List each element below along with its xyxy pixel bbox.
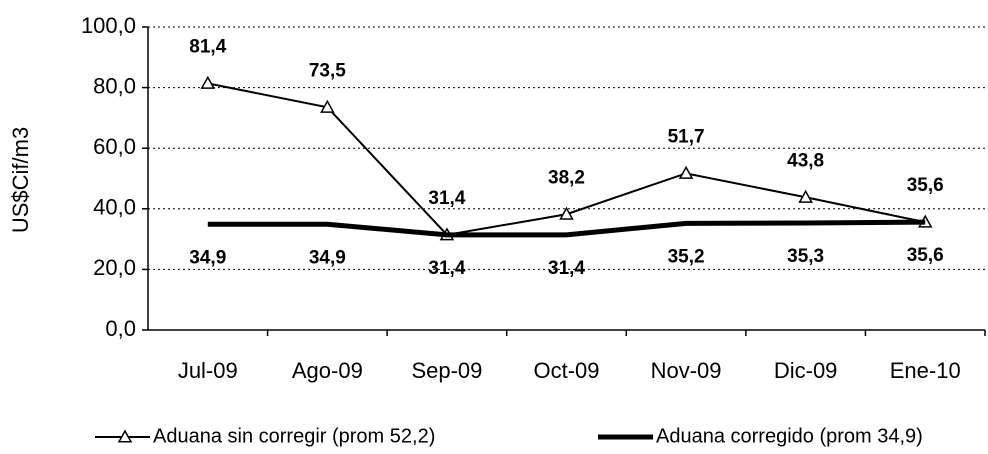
legend-marker	[117, 429, 133, 443]
point-marker	[798, 189, 813, 203]
point-marker	[320, 99, 335, 113]
x-tick-label: Nov-09	[651, 358, 722, 383]
data-label: 43,8	[787, 150, 824, 171]
x-tick-label: Jul-09	[178, 358, 238, 383]
point-marker	[200, 75, 216, 89]
data-label: 73,5	[309, 60, 346, 81]
x-tick-label: Ene-10	[890, 358, 961, 383]
series-line	[207, 219, 926, 238]
data-label: 31,4	[428, 258, 465, 279]
y-axis-title: US$Cif/m3	[8, 127, 33, 233]
y-tick-label: 80,0	[93, 73, 136, 98]
point-marker	[559, 206, 574, 220]
data-label: 38,2	[548, 167, 585, 188]
x-tick-label: Sep-09	[411, 358, 482, 383]
y-tick-label: 60,0	[93, 134, 136, 159]
y-tick-label: 20,0	[93, 255, 136, 280]
data-label: 34,9	[189, 247, 226, 268]
x-tick-label: Dic-09	[774, 358, 838, 383]
legend-label: Aduana corregido (prom 34,9)	[656, 425, 923, 447]
legend-label: Aduana sin corregir (prom 52,2)	[153, 425, 435, 447]
x-tick-label: Oct-09	[533, 358, 599, 383]
data-label: 35,2	[668, 246, 705, 267]
y-tick-label: 40,0	[93, 195, 136, 220]
data-label: 35,6	[907, 175, 944, 196]
data-label: 31,4	[428, 188, 465, 209]
y-tick-label: 0,0	[105, 316, 136, 341]
y-tick-label: 100,0	[81, 13, 136, 38]
data-label: 81,4	[189, 36, 226, 57]
data-label: 35,3	[787, 246, 824, 267]
data-label: 51,7	[668, 126, 705, 147]
data-label: 35,6	[907, 245, 944, 266]
data-label: 34,9	[309, 247, 346, 268]
data-label: 31,4	[548, 258, 585, 279]
x-tick-label: Ago-09	[292, 358, 363, 383]
point-marker	[678, 165, 694, 179]
